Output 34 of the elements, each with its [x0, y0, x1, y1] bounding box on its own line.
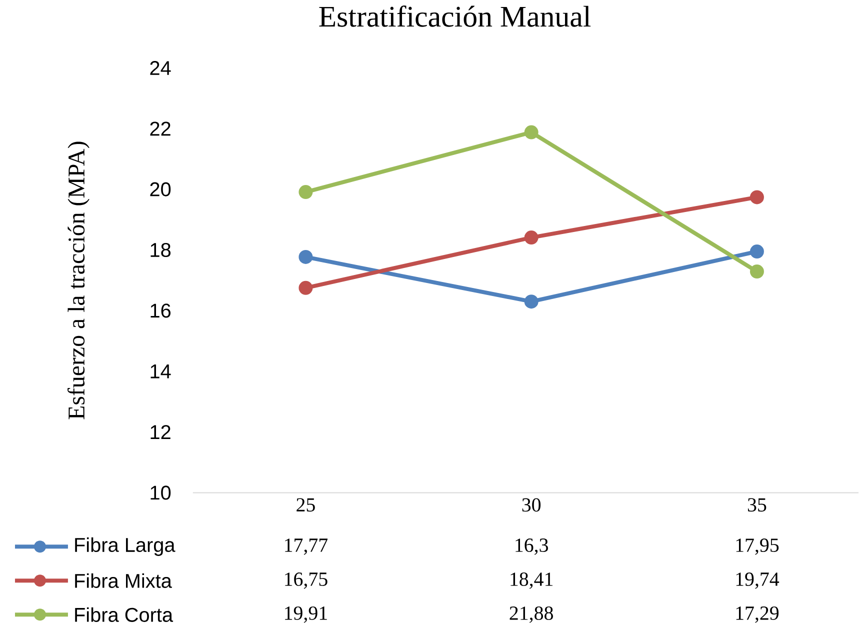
point [750, 244, 764, 259]
point [298, 185, 313, 200]
y-tick-label: 18 [150, 243, 171, 258]
y-tick-label: 16 [150, 304, 171, 318]
data-label: 19,74 [736, 572, 780, 589]
point [750, 264, 764, 279]
y-tick-label: 12 [150, 425, 170, 440]
legend-label: Fibra Larga [75, 538, 176, 556]
y-tick-label: 22 [150, 122, 170, 136]
point [298, 250, 313, 264]
legend-label: Fibra Corta [75, 608, 174, 622]
data-label: 17,29 [736, 606, 779, 623]
legend-label: Fibra Mixta [75, 574, 172, 588]
x-tick-label: 25 [296, 498, 315, 512]
data-label: 16,75 [285, 572, 328, 589]
point [298, 281, 313, 296]
data-label: 19,91 [285, 606, 327, 623]
y-tick-label: 20 [150, 182, 171, 197]
data-label: 16,3 [516, 538, 548, 555]
y-axis-title: Esfuerzo a la tracción (MPA) [68, 142, 90, 420]
data-label: 17,77 [285, 538, 328, 555]
data-label: 18,41 [510, 572, 553, 589]
chart-title: Estratificación Manual [319, 6, 591, 28]
y-tick-label: 24 [150, 61, 171, 76]
point [524, 125, 538, 140]
data-label: 17,95 [736, 538, 779, 555]
point [524, 230, 538, 245]
data-label: 21,88 [510, 606, 553, 623]
x-tick-label: 30 [522, 498, 541, 512]
point [750, 190, 764, 204]
point [524, 294, 538, 309]
y-tick-label: 10 [150, 486, 171, 500]
x-tick-label: 35 [748, 498, 766, 512]
y-tick-label: 14 [150, 364, 171, 378]
